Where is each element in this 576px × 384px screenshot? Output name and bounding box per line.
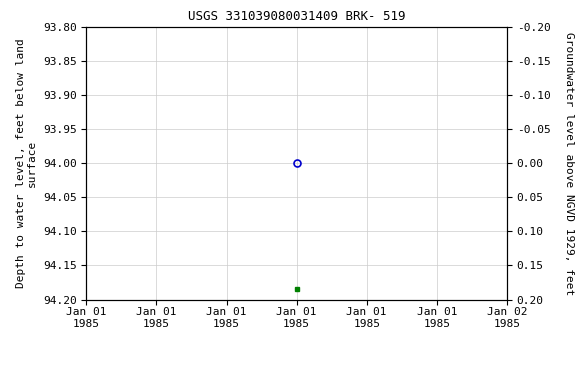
Y-axis label: Depth to water level, feet below land
surface: Depth to water level, feet below land su… xyxy=(16,38,37,288)
Y-axis label: Groundwater level above NGVD 1929, feet: Groundwater level above NGVD 1929, feet xyxy=(564,31,574,295)
Title: USGS 331039080031409 BRK- 519: USGS 331039080031409 BRK- 519 xyxy=(188,10,406,23)
